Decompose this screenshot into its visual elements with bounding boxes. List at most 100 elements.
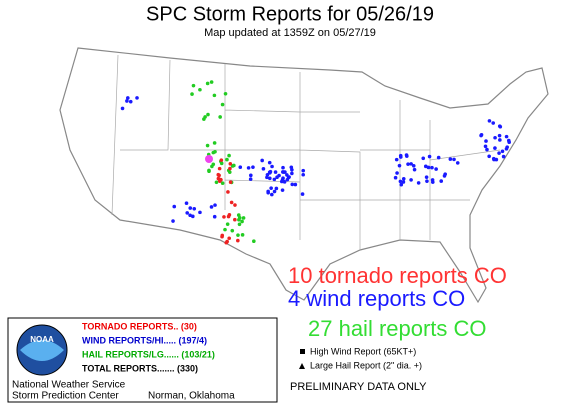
report-dot [188, 206, 193, 210]
report-dot [184, 201, 189, 205]
report-dot [225, 222, 230, 226]
report-dot [226, 190, 230, 194]
report-dot [251, 165, 255, 169]
location: Norman, Oklahoma [148, 391, 235, 402]
report-dot [275, 175, 279, 180]
report-dot [220, 102, 225, 107]
report-dot [207, 168, 211, 173]
report-dot [241, 216, 246, 220]
report-dot [228, 166, 232, 171]
report-dot [198, 210, 202, 215]
report-dot [498, 138, 502, 142]
report-dot [300, 192, 305, 196]
report-dot [498, 124, 503, 129]
report-dot [504, 134, 509, 139]
report-dot [398, 179, 403, 184]
report-dot [483, 144, 488, 149]
office: Storm Prediction Center [12, 391, 119, 402]
report-dot [439, 179, 444, 183]
report-dot [270, 164, 274, 169]
report-dot [220, 181, 225, 186]
tornado-annotation: 10 tornado reports CO [288, 263, 507, 288]
report-dot [219, 158, 224, 162]
report-dot [395, 171, 399, 175]
report-dot [229, 200, 234, 205]
report-dot [404, 153, 409, 157]
report-dot [227, 236, 232, 241]
report-dot [211, 162, 216, 167]
report-dot [252, 239, 256, 244]
report-dot [212, 93, 217, 98]
report-dot [443, 172, 447, 176]
report-dot [236, 238, 240, 243]
report-dot [401, 180, 406, 184]
report-dot [227, 170, 232, 174]
report-dot [217, 173, 221, 178]
report-dot [285, 173, 289, 177]
report-dot [270, 192, 274, 197]
symbol-label: Large Hail Report (2" dia. +) [310, 360, 422, 370]
report-dot [237, 222, 242, 227]
report-dot [266, 190, 270, 195]
report-dot [190, 92, 194, 96]
report-dot [227, 153, 231, 158]
report-dot [274, 186, 279, 191]
report-dot [225, 239, 229, 244]
report-dot [409, 178, 413, 182]
report-dot [455, 161, 460, 165]
report-dot [273, 170, 278, 174]
legend-entry: WIND REPORTS/HI..... (197/4) [82, 335, 207, 345]
report-dot [500, 149, 505, 154]
report-dot [501, 154, 506, 159]
report-dot [497, 151, 501, 155]
report-dot [225, 157, 229, 162]
report-dot [406, 162, 410, 166]
report-dot [172, 204, 177, 209]
report-dot [434, 167, 438, 171]
report-dot [394, 157, 399, 162]
report-dot [430, 180, 435, 184]
report-dot [487, 154, 491, 159]
hail-annotation: 27 hail reports CO [308, 316, 487, 341]
report-dot [205, 143, 210, 148]
report-dot [191, 83, 196, 88]
report-dot [202, 117, 206, 121]
report-dot [416, 181, 421, 185]
report-dot [399, 182, 404, 187]
report-dot [485, 147, 489, 152]
report-dot [492, 157, 496, 162]
report-dot [233, 203, 237, 207]
report-dot [261, 167, 266, 171]
report-dot [125, 99, 129, 103]
report-dot [205, 155, 213, 163]
report-dot [424, 175, 429, 179]
report-dot [212, 214, 217, 219]
report-dot [238, 165, 243, 169]
report-dot [448, 157, 453, 161]
report-dot [425, 179, 429, 183]
report-dot [228, 161, 233, 166]
report-dot [497, 133, 502, 138]
report-dot [223, 91, 228, 96]
report-dot [213, 203, 217, 207]
report-dot [452, 157, 456, 162]
report-dot [218, 115, 222, 119]
report-dot [219, 177, 223, 182]
report-dot [287, 175, 291, 179]
report-dot [185, 211, 190, 215]
office: National Weather Service [12, 380, 126, 391]
legend-entry: TOTAL REPORTS....... (330) [82, 363, 198, 373]
report-dot [236, 213, 241, 217]
wind-symbol [300, 349, 305, 354]
report-dot [301, 168, 306, 173]
footer: PRELIMINARY DATA ONLY [290, 381, 427, 393]
report-dot [265, 172, 270, 177]
report-dot [290, 167, 294, 172]
report-dot [135, 96, 139, 100]
report-dot [272, 177, 277, 182]
report-dot [222, 215, 226, 219]
report-dot [393, 175, 398, 180]
report-dot [411, 163, 416, 168]
report-dot [232, 163, 236, 168]
